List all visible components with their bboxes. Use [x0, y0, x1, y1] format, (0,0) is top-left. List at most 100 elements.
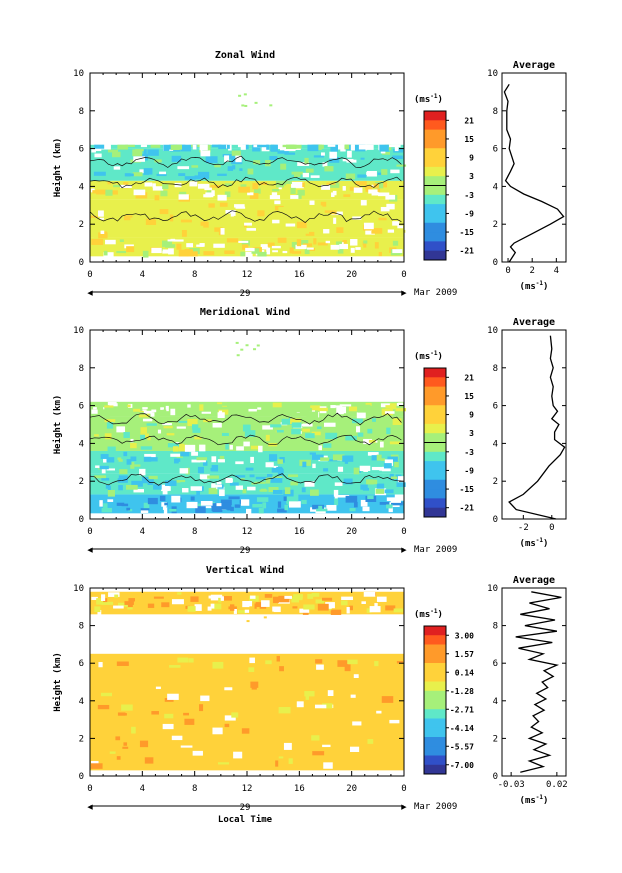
heatmap-cell: [159, 495, 166, 502]
heatmap-cell: [315, 659, 323, 664]
heatmap-cell: [194, 604, 202, 611]
heatmap-cell: [160, 203, 171, 207]
heatmap-cell: [378, 217, 387, 221]
heatmap-cell: [336, 241, 342, 248]
heatmap-cell: [343, 194, 351, 197]
heatmap-cell: [340, 600, 348, 606]
y-axis-label: Height (km): [52, 138, 63, 198]
heatmap-cell: [263, 616, 267, 619]
profile-x-label-exp: -1: [536, 537, 544, 544]
heatmap-cell: [376, 710, 382, 714]
heatmap-cell: [292, 402, 298, 408]
profile-y-tick-label: 0: [493, 515, 498, 525]
profile-x-axis-label: (ms-1): [520, 794, 549, 806]
heatmap-cell: [140, 509, 149, 514]
heatmap-cell: [260, 181, 268, 185]
heatmap-cell: [240, 144, 246, 150]
heatmap-cell: [97, 704, 110, 710]
heatmap-cell: [334, 495, 338, 501]
heatmap-cell: [392, 155, 403, 160]
colorbar-segment: [424, 718, 446, 729]
colorbar-segment: [424, 395, 446, 406]
colorbar-tick-label: 21: [464, 116, 474, 125]
heatmap-cell: [395, 408, 407, 412]
heatmap-cell: [379, 441, 384, 448]
heatmap-cell: [254, 188, 261, 194]
heatmap-cell: [171, 495, 181, 503]
heatmap-cell: [147, 149, 159, 156]
heatmap-cell: [353, 467, 360, 475]
heatmap-cell: [363, 240, 368, 244]
heatmap-cell: [390, 476, 398, 479]
colorbar-segment: [424, 148, 446, 159]
heatmap-cell: [113, 605, 124, 609]
heatmap-cell: [176, 426, 186, 429]
heatmap-cell: [290, 418, 301, 425]
heatmap-cell: [278, 186, 282, 190]
heatmap-cell: [382, 151, 390, 155]
heatmap-cell: [196, 457, 208, 461]
heatmap-cell: [272, 250, 278, 253]
heatmap-cell: [303, 604, 315, 610]
colorbar-segment: [424, 405, 446, 416]
heatmap-cell: [290, 481, 299, 486]
heatmap-cell: [234, 204, 245, 208]
heatmap-cell: [184, 718, 195, 725]
heatmap-cell: [160, 407, 164, 410]
heatmap-cell: [103, 503, 108, 511]
profile-x-tick-label: -0.03: [498, 780, 525, 790]
heatmap-cell: [296, 221, 307, 229]
profile-x-label-text: (ms: [520, 796, 536, 806]
colorbar-segment: [424, 737, 446, 747]
x-tick-label: 0: [87, 270, 92, 280]
heatmap-cell: [387, 229, 395, 233]
heatmap-cell: [310, 175, 320, 178]
heatmap-cell: [106, 411, 110, 418]
heatmap-cell: [231, 404, 239, 408]
heatmap-cell: [325, 240, 331, 244]
heatmap-cell: [142, 250, 149, 258]
heatmap-cell: [236, 224, 246, 231]
heatmap-cell: [380, 206, 390, 212]
heatmap-cell: [291, 251, 302, 254]
heatmap-cell: [127, 607, 133, 610]
colorbar-unit-exp: -1: [430, 93, 438, 100]
heatmap-cell: [215, 404, 223, 409]
heatmap-cell: [301, 499, 307, 505]
y-tick-label: 4: [79, 182, 84, 192]
heatmap-cell: [297, 240, 309, 246]
heatmap-cell: [147, 481, 153, 486]
colorbar-unit-text: (ms: [414, 352, 430, 362]
heatmap-cell: [94, 475, 106, 479]
heatmap-cell: [245, 344, 249, 347]
heatmap-cell: [118, 459, 123, 462]
heatmap-cell: [304, 481, 315, 487]
heatmap-cell: [222, 402, 234, 406]
date-day: 29: [240, 289, 251, 299]
heatmap-cell: [187, 418, 198, 426]
heatmap-cell: [94, 606, 101, 613]
heatmap-cell: [195, 228, 201, 233]
heatmap-cell: [224, 687, 233, 691]
heatmap-cell: [386, 203, 395, 210]
heatmap-cell: [318, 445, 322, 451]
x-tick-label: 12: [242, 527, 253, 537]
colorbar-tick-label: -9: [464, 209, 474, 218]
heatmap-cell: [228, 496, 240, 500]
heatmap-cell: [157, 429, 162, 434]
heatmap-cell: [315, 599, 324, 604]
colorbar-tick-label: -2.71: [450, 705, 474, 714]
heatmap-cell: [200, 500, 213, 506]
heatmap-cell: [130, 462, 135, 469]
colorbar-tick-label: 1.57: [455, 650, 474, 659]
profile-y-tick-label: 6: [493, 145, 498, 155]
heatmap-cell: [379, 501, 390, 505]
heatmap-cell: [154, 217, 166, 220]
colorbar-segment: [424, 470, 446, 481]
y-tick-label: 2: [79, 477, 84, 487]
heatmap-cell: [99, 217, 105, 220]
heatmap-cell: [238, 240, 249, 243]
heatmap-cell: [252, 601, 256, 604]
heatmap-cell: [322, 162, 328, 167]
profile-y-tick-label: 2: [493, 734, 498, 744]
